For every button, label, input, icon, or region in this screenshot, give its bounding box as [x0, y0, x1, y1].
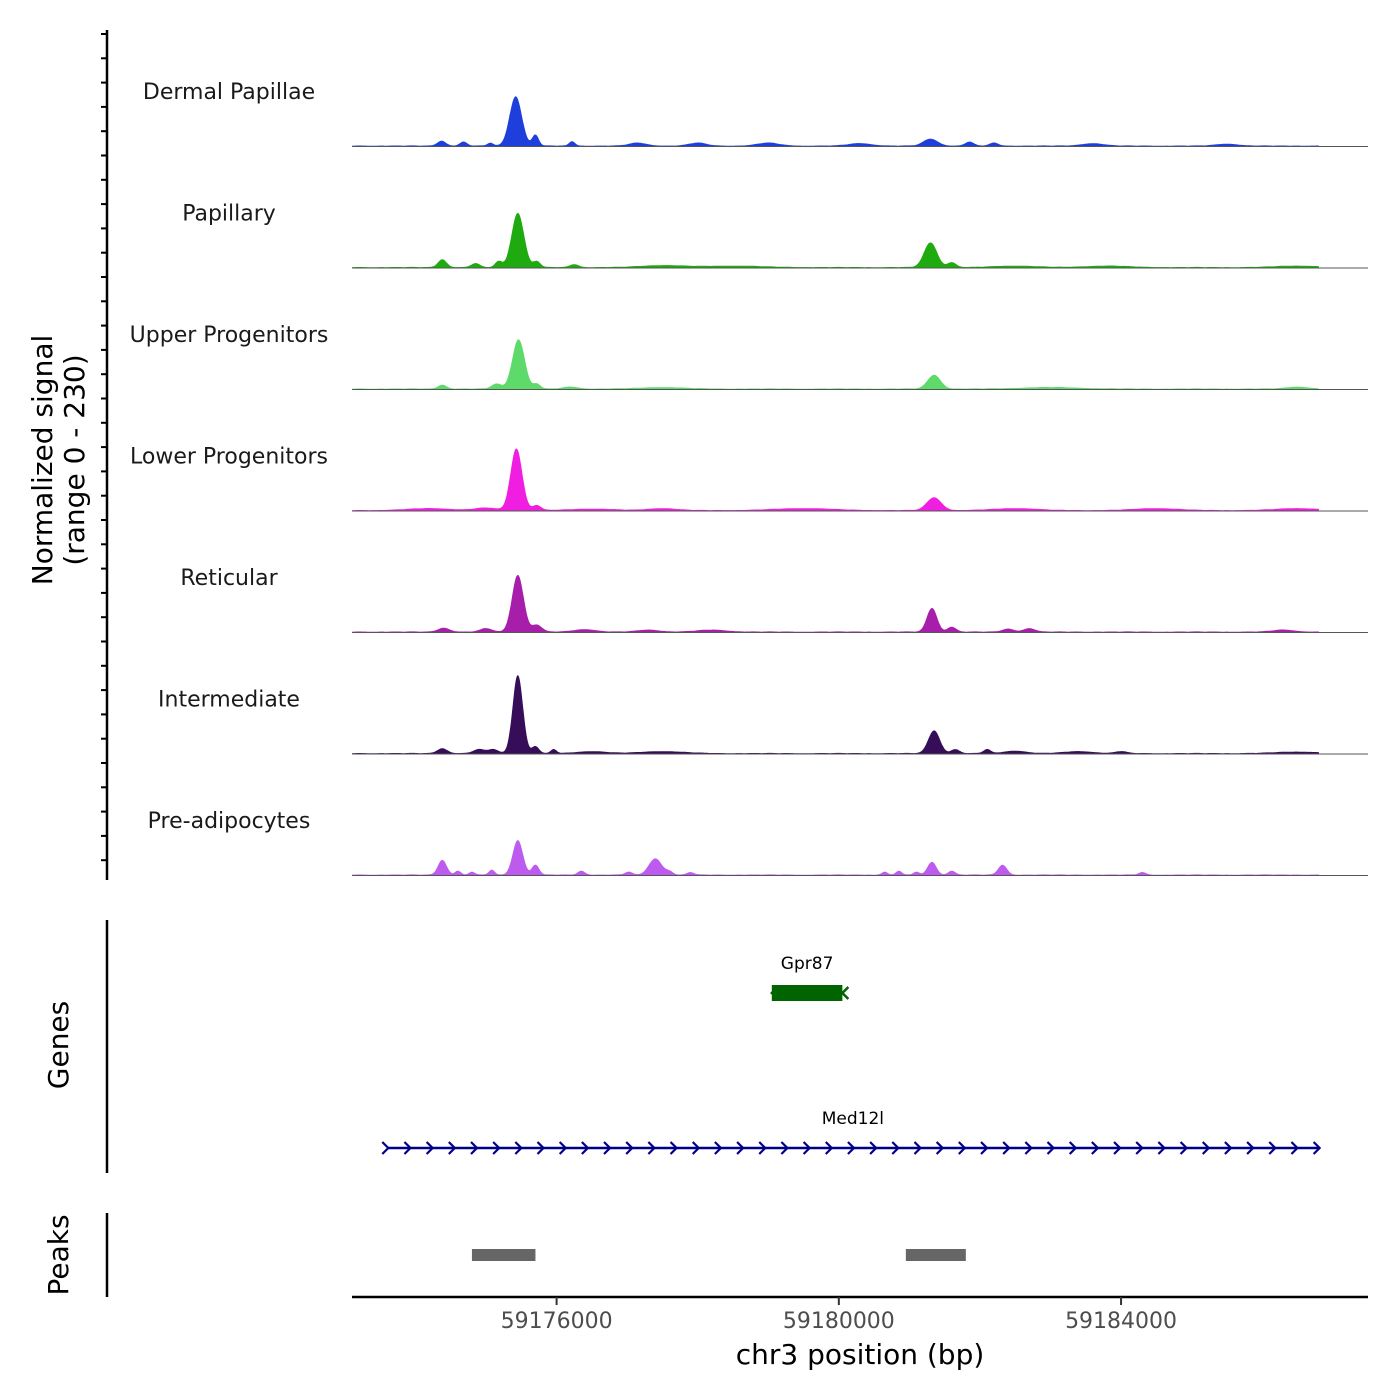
strand-chevron	[691, 1141, 701, 1155]
peak-track	[471, 1249, 966, 1261]
coverage-area-lower-progenitors	[352, 448, 1319, 511]
track-label-papillary: Papillary	[182, 202, 276, 227]
strand-chevron	[403, 1141, 413, 1155]
strand-chevron	[1179, 1141, 1189, 1155]
strand-chevron	[1224, 1141, 1233, 1155]
peak-region-2	[905, 1249, 966, 1261]
track-label-upper-progenitors: Upper Progenitors	[130, 323, 329, 348]
strand-chevron	[1157, 1141, 1166, 1155]
strand-chevron	[1246, 1141, 1255, 1155]
track-reticular: Reticular	[180, 566, 1368, 633]
coverage-area-papillary	[352, 212, 1319, 268]
strand-chevron	[1024, 1141, 1033, 1155]
strand-chevron	[1068, 1141, 1078, 1155]
coverage-tracks: Dermal Papillae Papillary Upper Progenitor…	[130, 80, 1368, 876]
strand-chevron	[770, 986, 779, 1000]
strand-chevron	[470, 1141, 479, 1155]
strand-chevron	[1290, 1141, 1299, 1155]
x-tick-label: 59180000	[783, 1309, 895, 1334]
strand-chevron	[935, 1141, 945, 1155]
strand-chevron	[514, 1141, 523, 1155]
x-axis-ticks: 59176000 59180000 59184000	[501, 1297, 1177, 1334]
strand-chevron	[448, 1141, 457, 1155]
track-label-intermediate: Intermediate	[158, 688, 300, 713]
strand-chevron	[802, 1141, 812, 1155]
strand-chevron	[1002, 1141, 1011, 1155]
strand-chevron	[581, 1141, 590, 1155]
strand-chevron	[780, 1141, 789, 1155]
strand-chevron	[714, 1141, 723, 1155]
peaks-axis-title: Peaks	[42, 1214, 75, 1295]
y-axis-title-line1: Normalized signal	[26, 335, 59, 586]
strand-chevron	[1046, 1141, 1056, 1155]
track-label-pre-adipocytes: Pre-adipocytes	[148, 809, 311, 834]
strand-chevron	[492, 1141, 501, 1155]
track-dermal-papillae: Dermal Papillae	[143, 80, 1368, 147]
strand-chevron	[536, 1141, 546, 1155]
strand-chevron	[625, 1141, 634, 1155]
coverage-area-intermediate	[352, 675, 1319, 754]
strand-chevron	[1201, 1141, 1211, 1155]
track-pre-adipocytes: Pre-adipocytes	[148, 809, 1368, 876]
peak-region-1	[471, 1249, 536, 1261]
strand-chevron	[1135, 1141, 1144, 1155]
strand-chevron	[558, 1141, 568, 1155]
coverage-area-pre-adipocytes	[352, 840, 1319, 876]
strand-chevron	[824, 1141, 834, 1155]
strand-chevron	[669, 1141, 679, 1155]
strand-chevron	[381, 1141, 390, 1155]
strand-chevron	[980, 1141, 989, 1155]
strand-chevron	[647, 1141, 656, 1155]
x-tick-label: 59184000	[1065, 1309, 1177, 1334]
strand-chevron	[1113, 1141, 1122, 1155]
track-papillary: Papillary	[182, 202, 1368, 269]
track-label-reticular: Reticular	[180, 566, 278, 591]
x-axis-title: chr3 position (bp)	[736, 1338, 985, 1371]
strand-chevron	[840, 986, 850, 1000]
track-intermediate: Intermediate	[158, 675, 1368, 755]
track-label-lower-progenitors: Lower Progenitors	[130, 445, 328, 470]
strand-chevron	[1268, 1141, 1277, 1155]
strand-chevron	[425, 1141, 435, 1155]
strand-chevron	[1091, 1141, 1100, 1155]
genes-axis-title: Genes	[42, 1001, 75, 1089]
strand-chevron	[1312, 1141, 1322, 1155]
y-axis-title-line2: (range 0 - 230)	[58, 354, 91, 565]
strand-chevron	[847, 1141, 856, 1155]
strand-chevron	[958, 1141, 967, 1155]
strand-chevron	[758, 1141, 767, 1155]
gene-med12l: Med12l	[381, 1109, 1322, 1155]
signal-y-axis-ticks	[101, 33, 107, 862]
gene-label-med12l: Med12l	[822, 1109, 884, 1129]
coverage-area-dermal-papillae	[352, 96, 1319, 147]
coverage-area-upper-progenitors	[352, 339, 1319, 390]
coverage-area-reticular	[352, 574, 1319, 633]
strand-chevron	[869, 1141, 878, 1155]
track-lower-progenitors: Lower Progenitors	[130, 445, 1368, 512]
x-tick-label: 59176000	[501, 1309, 613, 1334]
gene-label-gpr87: Gpr87	[781, 954, 834, 974]
strand-chevron	[891, 1141, 900, 1155]
strand-chevron	[603, 1141, 612, 1155]
track-label-dermal-papillae: Dermal Papillae	[143, 80, 315, 105]
gene-body-gpr87	[771, 985, 843, 1001]
strand-chevron	[736, 1141, 745, 1155]
track-upper-progenitors: Upper Progenitors	[130, 323, 1368, 390]
gene-track: Gpr87 Med12l	[381, 954, 1322, 1155]
strand-chevron	[913, 1141, 923, 1155]
gene-gpr87: Gpr87	[770, 954, 850, 1001]
